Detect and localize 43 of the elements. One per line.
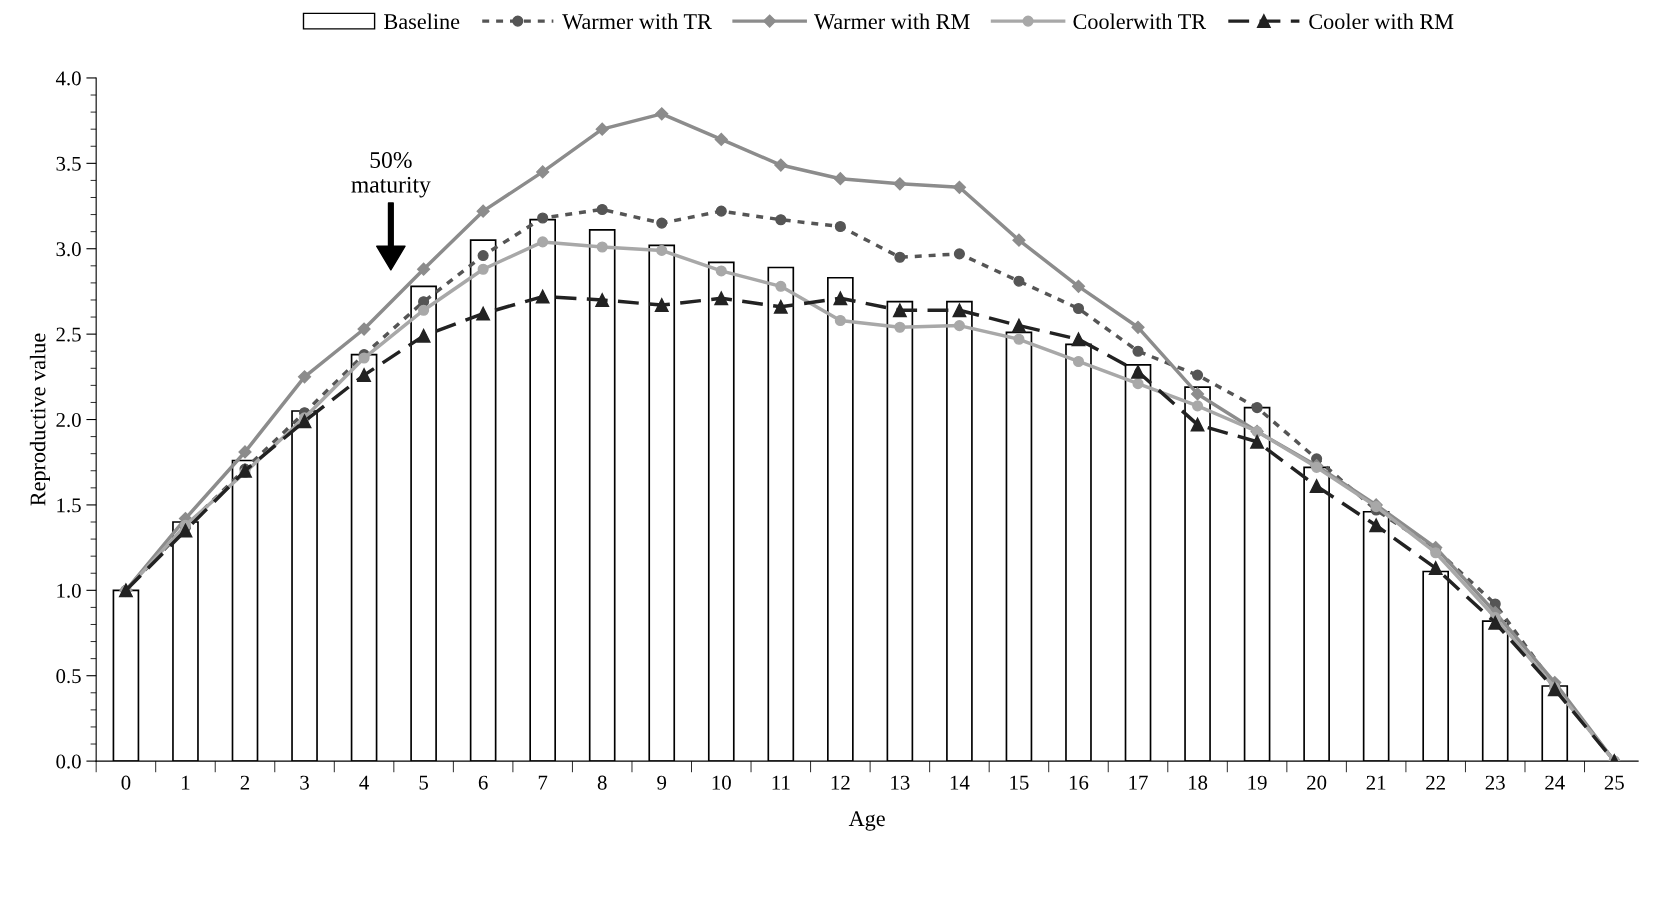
x-tick-label: 17	[1129, 775, 1148, 790]
x-tick-label: 11	[772, 775, 790, 790]
x-tick-label: 0	[121, 775, 131, 790]
x-tick-label: 5	[419, 775, 428, 790]
y-tick-label: 4.0	[55, 71, 81, 86]
x-tick-label: 2	[240, 775, 250, 790]
y-tick-label: 0.0	[56, 754, 81, 769]
x-tick-label: 8	[597, 775, 607, 790]
x-tick-label: 4	[359, 775, 369, 790]
x-tick-label: 14	[950, 775, 970, 790]
x-axis-title: Age	[848, 811, 885, 831]
y-tick-label: 3.0	[56, 242, 81, 257]
x-tick-label: 19	[1248, 775, 1267, 790]
annotation: 50% maturity	[351, 152, 431, 198]
y-axis-title: Reproductive value	[29, 333, 50, 506]
legend-label: Baseline	[384, 13, 460, 30]
y-tick-label: 3.5	[56, 156, 81, 171]
x-tick-label: 10	[712, 775, 731, 790]
x-tick-label: 21	[1366, 775, 1386, 790]
x-tick-label: 3	[300, 775, 309, 790]
y-tick-label: 0.5	[56, 669, 81, 684]
x-tick-label: 22	[1426, 775, 1445, 790]
x-tick-label: 20	[1307, 775, 1327, 790]
x-tick-label: 16	[1069, 775, 1089, 790]
x-tick-label: 15	[1010, 775, 1029, 790]
x-tick-label: 24	[1545, 775, 1565, 790]
x-tick-label: 23	[1485, 775, 1505, 790]
x-tick-label: 18	[1188, 775, 1208, 790]
x-tick-label: 13	[891, 775, 910, 790]
legend-label: Coolerwith TR	[1073, 13, 1207, 30]
y-tick-label: 2.0	[56, 412, 81, 428]
y-tick-label: 1.0	[57, 583, 81, 598]
x-tick-label: 9	[657, 775, 667, 790]
legend-label: Warmer with RM	[814, 13, 970, 30]
x-tick-label: 1	[182, 775, 190, 790]
y-tick-label: 2.5	[56, 327, 81, 342]
x-tick-label: 7	[538, 775, 548, 790]
x-tick-label: 25	[1604, 775, 1624, 790]
x-tick-label: 6	[478, 775, 488, 790]
x-tick-label: 12	[831, 775, 850, 790]
legend-label: Warmer with TR	[562, 13, 712, 30]
legend-label: Cooler with RM	[1309, 13, 1454, 30]
y-tick-label: 1.5	[57, 498, 81, 513]
